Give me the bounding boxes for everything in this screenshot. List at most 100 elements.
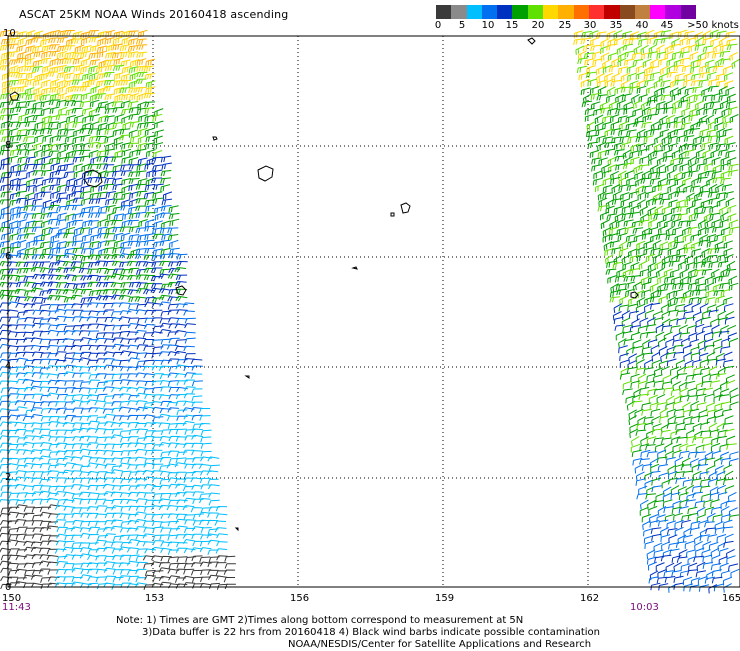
wind-barb xyxy=(78,357,91,363)
wind-barb xyxy=(706,71,717,80)
wind-barb xyxy=(111,156,123,163)
wind-barb xyxy=(8,79,20,86)
wind-barb xyxy=(15,338,27,345)
wind-barb xyxy=(9,184,20,191)
wind-barb xyxy=(182,420,195,427)
wind-barb xyxy=(74,44,85,54)
wind-barb xyxy=(618,184,629,192)
wind-barb xyxy=(695,547,705,557)
wind-barb xyxy=(168,493,180,499)
wind-barb xyxy=(119,87,131,94)
wind-barb xyxy=(619,121,629,131)
wind-barb xyxy=(80,303,92,309)
wind-barb xyxy=(22,441,35,447)
wind-barb xyxy=(14,400,27,406)
wind-barb xyxy=(707,534,718,542)
wind-barb xyxy=(48,50,60,57)
wind-barb xyxy=(191,401,203,407)
wind-barb xyxy=(208,499,220,506)
wind-barb xyxy=(720,457,732,465)
wind-barb xyxy=(708,309,719,317)
wind-barb xyxy=(112,198,124,205)
wind-barb xyxy=(79,351,92,358)
wind-barb xyxy=(707,191,719,198)
wind-barb xyxy=(103,79,115,86)
wind-barb xyxy=(40,583,52,589)
wind-barb xyxy=(591,164,602,172)
wind-barb xyxy=(0,449,11,454)
wind-barb xyxy=(679,37,689,46)
wind-barb xyxy=(192,513,204,520)
wind-barb xyxy=(47,115,59,123)
wind-barb xyxy=(142,332,155,338)
legend-swatch xyxy=(634,5,651,19)
wind-barb xyxy=(15,504,28,510)
wind-barb xyxy=(664,442,673,453)
wind-barb xyxy=(622,388,633,396)
wind-barb xyxy=(596,73,605,83)
wind-barb xyxy=(629,268,640,275)
wind-barb xyxy=(184,519,196,525)
wind-barb xyxy=(175,295,188,302)
wind-barb xyxy=(646,99,657,107)
wind-barb xyxy=(34,93,44,102)
wind-barb xyxy=(0,149,11,156)
wind-barb xyxy=(104,463,116,469)
wind-barb xyxy=(110,282,123,288)
wind-barb xyxy=(685,380,696,389)
wind-barb xyxy=(653,380,664,388)
wind-barb xyxy=(144,212,156,218)
wind-barb xyxy=(95,576,107,583)
wind-barb xyxy=(65,213,75,222)
wind-barb xyxy=(159,294,171,301)
wind-barb xyxy=(96,191,108,199)
wind-barb xyxy=(70,547,83,554)
wind-barb xyxy=(719,282,730,290)
wind-barb xyxy=(8,59,20,65)
wind-barb xyxy=(80,142,91,151)
wind-barb xyxy=(127,373,139,379)
wind-barb xyxy=(142,406,155,412)
wind-barb xyxy=(703,499,713,508)
wind-barb xyxy=(711,576,723,584)
wind-barb xyxy=(32,114,44,121)
wind-barb xyxy=(103,254,116,260)
wind-barb xyxy=(659,415,670,423)
wind-barb xyxy=(169,247,180,255)
wind-barb xyxy=(102,386,115,392)
wind-barb xyxy=(719,205,729,215)
wind-barb xyxy=(14,568,27,574)
wind-barb xyxy=(694,451,706,458)
wind-barb xyxy=(0,491,12,498)
wind-barb xyxy=(636,240,646,250)
wind-barb xyxy=(66,114,76,123)
wind-barb xyxy=(25,71,36,80)
wind-barb xyxy=(46,476,59,482)
wind-barb xyxy=(119,484,131,491)
wind-barb xyxy=(113,57,124,66)
wind-barb xyxy=(676,436,687,444)
wind-barb xyxy=(651,485,662,493)
wind-barb xyxy=(31,108,43,114)
wind-barb xyxy=(71,581,84,587)
wind-barb xyxy=(78,330,91,336)
wind-barb xyxy=(128,575,140,582)
wind-barb xyxy=(39,463,52,469)
wind-barb xyxy=(672,106,682,115)
wind-barb xyxy=(629,423,639,433)
wind-barb xyxy=(136,437,148,444)
wind-barb xyxy=(160,155,172,163)
wind-barb xyxy=(143,492,156,498)
wind-barb xyxy=(161,233,172,241)
wind-barb xyxy=(79,310,91,317)
wind-barb xyxy=(48,408,60,414)
wind-barb xyxy=(719,219,729,228)
wind-barb xyxy=(720,570,731,579)
wind-barb xyxy=(671,51,682,59)
wind-barb xyxy=(183,548,196,554)
wind-barb xyxy=(103,183,115,190)
wind-barb xyxy=(88,141,100,149)
wind-barb xyxy=(626,400,636,411)
wind-barb xyxy=(48,66,60,74)
wind-barb xyxy=(80,247,92,255)
